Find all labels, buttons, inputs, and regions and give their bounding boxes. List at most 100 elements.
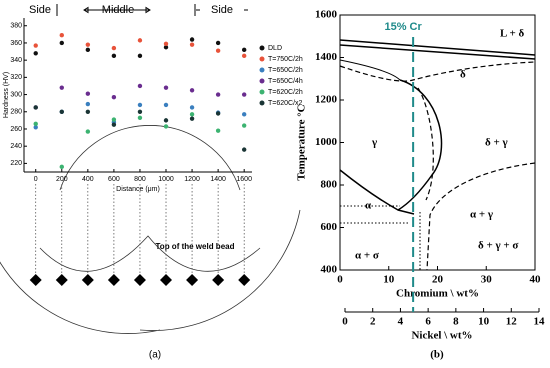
data-point: [215, 48, 221, 53]
data-point: [241, 92, 247, 97]
y-axis-title: Hardness (HV): [3, 72, 10, 118]
data-point: [85, 42, 91, 47]
x-tick-label: 1000: [158, 176, 174, 183]
legend-marker: [259, 56, 265, 62]
x-tick-label: 800: [134, 176, 146, 183]
data-point: [111, 94, 117, 100]
region-label: Side: [29, 4, 51, 16]
legend-label: T=650C/2h: [268, 67, 303, 74]
data-point: [241, 47, 247, 53]
region-arrows: [56, 4, 248, 16]
x-tick-label: 200: [56, 176, 68, 183]
phase-label: L + δ: [500, 28, 524, 40]
phase-label: α + γ: [470, 209, 493, 221]
x-tick-label: 1200: [184, 176, 200, 183]
data-point: [59, 164, 64, 170]
data-point: [59, 85, 64, 90]
legend-label: T=620C/2h: [268, 89, 303, 96]
y-tick-label: 1000: [315, 136, 338, 148]
measurement-point: [81, 274, 94, 286]
x2-tick-label: 2: [370, 316, 376, 328]
measurement-point: [160, 274, 173, 286]
measurement-point: [212, 274, 225, 286]
data-point: [111, 122, 117, 127]
y-tick-label: 1400: [315, 51, 338, 63]
y-tick-label: 600: [321, 221, 338, 233]
data-point: [189, 116, 195, 121]
marker-label: 15% Cr: [384, 21, 422, 33]
caption: (b): [430, 349, 444, 361]
legend-marker: [259, 100, 265, 106]
data-point: [111, 117, 117, 122]
y-tick-label: 300: [10, 91, 22, 98]
phase-label: δ + γ: [485, 137, 508, 149]
x2-tick-label: 0: [342, 316, 348, 328]
x-axis-title: Chromium \ wt%: [396, 288, 479, 300]
measurement-point: [107, 274, 120, 286]
legend-label: T=620C/x2: [268, 100, 303, 107]
legend-marker: [259, 67, 265, 73]
x2-tick-label: 8: [453, 316, 459, 328]
panel-b: L + δ δ γ δ + γ α + γ α α + σ δ + γ + σ …: [296, 9, 545, 361]
region-label: Side: [211, 4, 233, 16]
data-point: [59, 33, 64, 38]
data-point: [189, 105, 195, 110]
data-point: [241, 112, 247, 117]
x2-tick-label: 12: [506, 316, 518, 328]
legend-label: T=750C/2h: [268, 56, 303, 63]
data-point: [189, 112, 195, 117]
data-point: [137, 38, 143, 43]
legend-marker: [259, 78, 265, 84]
data-point: [33, 51, 38, 56]
data-point: [111, 45, 117, 51]
y-tick-label: 260: [10, 126, 22, 133]
data-point: [137, 53, 143, 59]
phase-boundaries: [339, 39, 536, 271]
x-tick-label: 20: [432, 274, 444, 286]
data-point: [163, 45, 169, 50]
measurement-point: [55, 274, 68, 286]
data-point: [137, 109, 143, 114]
phase-label: δ + γ + σ: [478, 240, 518, 252]
phase-label: α: [365, 200, 372, 212]
legend-marker: [259, 45, 265, 51]
data-point: [215, 40, 221, 46]
phase-label: γ: [371, 137, 377, 149]
x-axis-title: Distance (μm): [116, 186, 160, 193]
y-tick-label: 1600: [315, 9, 338, 21]
x2-tick-label: 14: [534, 316, 546, 328]
x-tick-label: 1600: [236, 176, 252, 183]
data-point: [85, 101, 91, 107]
legend-label: T=650C/4h: [268, 78, 303, 85]
y-tick-label: 340: [10, 57, 22, 64]
x-tick-label: 1400: [210, 176, 226, 183]
measurement-point: [29, 274, 42, 286]
x2-tick-label: 4: [398, 316, 404, 328]
phase-label: α + σ: [355, 250, 379, 262]
data-point: [33, 43, 38, 48]
data-point: [59, 40, 64, 46]
annotation: Top of the weld bead: [156, 242, 235, 251]
data-point: [241, 53, 247, 59]
caption: (a): [149, 350, 161, 361]
y-tick-label: 400: [321, 264, 338, 276]
x-tick-label: 30: [481, 274, 493, 286]
data-point: [163, 124, 169, 129]
x-tick-label: 10: [383, 274, 395, 286]
y-tick-label: 800: [321, 179, 338, 191]
data-point: [241, 147, 247, 152]
data-point: [33, 121, 38, 127]
data-point: [33, 105, 38, 110]
data-point: [85, 109, 91, 114]
y-tick-label: 280: [10, 109, 22, 116]
data-point: [137, 83, 143, 89]
x2-tick-label: 6: [425, 316, 431, 328]
data-point: [85, 129, 91, 134]
data-point: [189, 37, 195, 42]
data-point: [163, 102, 169, 108]
x-tick-label: 400: [82, 176, 94, 183]
legend-marker: [259, 89, 265, 95]
data-point: [85, 91, 91, 96]
